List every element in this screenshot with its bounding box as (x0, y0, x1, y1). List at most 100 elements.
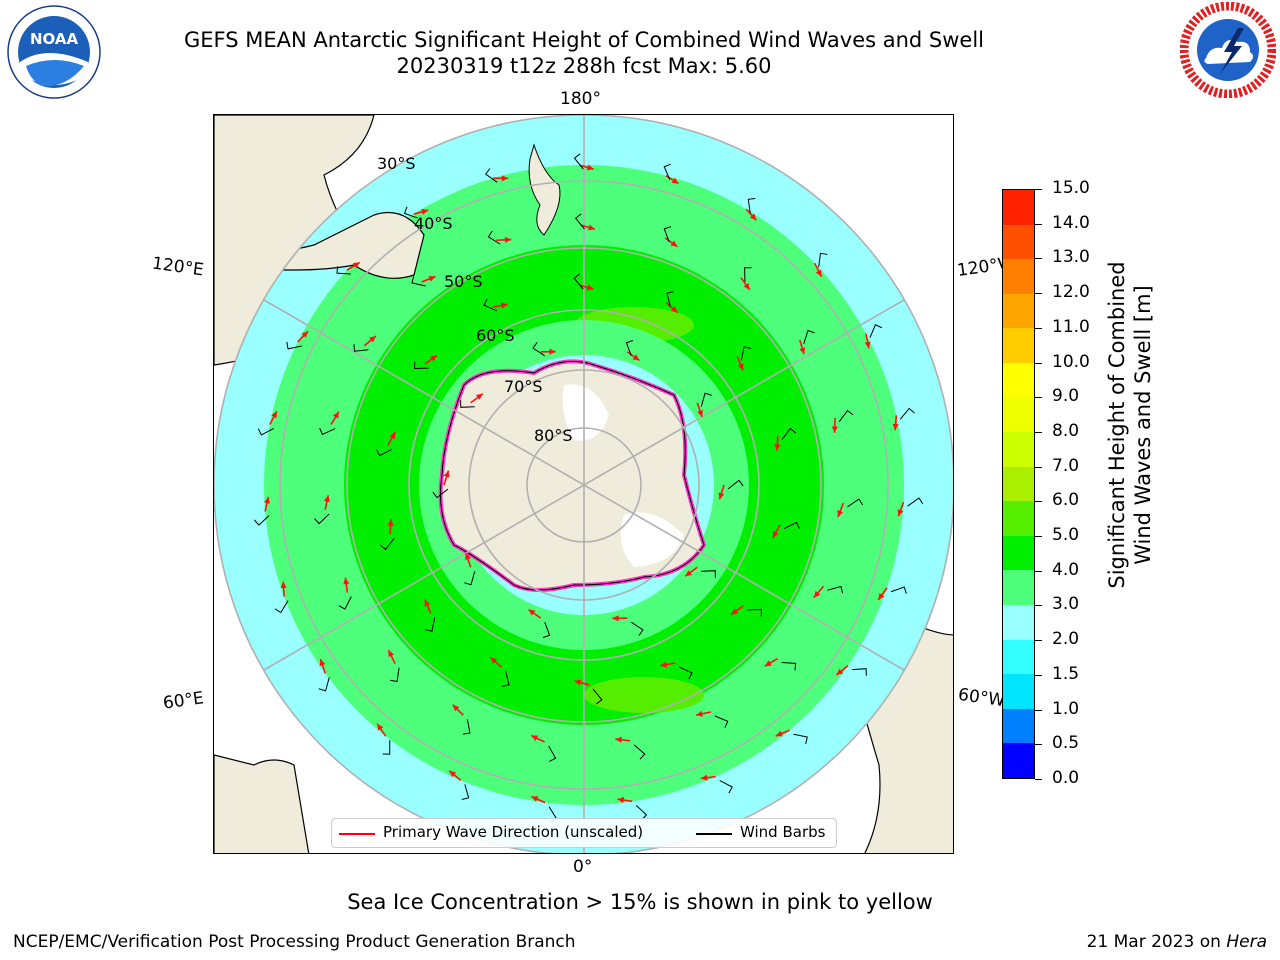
wave-arrow-head (774, 444, 781, 451)
wave-arrow-head (475, 393, 483, 400)
wind-barb (744, 267, 752, 282)
legend-swatch-wave-direction (339, 833, 375, 835)
colorbar-tick-label: 0.5 (1052, 733, 1080, 754)
wind-barb (257, 428, 275, 436)
wind-barb (783, 521, 800, 530)
colorbar-tick (1035, 362, 1042, 364)
wind-barb (727, 479, 744, 490)
wind-barb (483, 298, 498, 312)
colorbar-segment (1003, 362, 1034, 398)
wave-arrow-head (280, 581, 287, 589)
wind-barb (663, 226, 672, 243)
wind-barb (666, 291, 674, 307)
wind-barb (318, 677, 330, 692)
wave-arrow-head (772, 530, 779, 538)
colorbar-segment (1003, 501, 1034, 536)
colorbar-tick (1035, 431, 1042, 433)
wind-barb (827, 585, 844, 594)
wind-barb (663, 163, 671, 180)
wave-arrow-head (836, 668, 844, 676)
colorbar-title-line2: Wind Waves and Swell [m] (1131, 285, 1155, 565)
wave-arrow-head (737, 363, 744, 371)
wind-barb (286, 341, 302, 350)
footer-machine: Hera (1226, 932, 1267, 952)
wave-arrow-head (632, 354, 640, 361)
lon-label-0: 0° (573, 857, 593, 877)
wave-arrow-head (531, 735, 539, 741)
colorbar-tick (1035, 536, 1042, 538)
wave-arrow-head (749, 213, 757, 221)
wind-barb (484, 168, 498, 183)
colorbar-tick-label: 3.0 (1052, 594, 1080, 615)
wind-barb (793, 733, 808, 744)
colorbar-segment (1003, 743, 1034, 778)
colorbar-segment (1003, 535, 1034, 571)
colorbar-tick-label: 15.0 (1052, 178, 1090, 198)
colorbar-tick (1035, 327, 1042, 329)
wave-arrow-head (424, 599, 431, 607)
colorbar-segment (1003, 639, 1034, 675)
lat-label-80s: 80°S (534, 426, 573, 445)
wave-arrow-head (615, 736, 622, 743)
colorbar-segment (1003, 328, 1034, 363)
wave-arrow-head (377, 723, 384, 731)
wind-barb (403, 206, 418, 219)
colorbar-segment (1003, 432, 1034, 467)
footer-credit: NCEP/EMC/Verification Post Processing Pr… (13, 932, 576, 952)
wave-arrow-head (892, 423, 899, 431)
colorbar-segment (1003, 397, 1034, 433)
wind-barb (574, 213, 585, 230)
colorbar (1002, 189, 1035, 779)
wave-arrow-head (490, 657, 498, 664)
wave-arrow-head (799, 347, 806, 355)
wave-arrow-head (352, 262, 360, 269)
wave-arrow-head (319, 659, 326, 667)
wave-arrow-head (696, 710, 703, 717)
wave-arrow-head (660, 661, 668, 668)
wave-arrow-head (389, 432, 396, 440)
lat-label-40s: 40°S (414, 214, 453, 233)
lon-label-60w: 60°W (956, 684, 1007, 712)
wind-barb (890, 586, 907, 594)
wind-barb (714, 715, 729, 728)
lat-label-50s: 50°S (444, 272, 483, 291)
lon-label-180: 180° (560, 89, 601, 109)
wave-arrow-head (263, 496, 270, 504)
colorbar-title-line1: Significant Height of Combined (1105, 261, 1129, 589)
lat-label-30s: 30°S (377, 154, 416, 173)
wave-arrow-head (815, 269, 822, 277)
wave-arrow-head (617, 797, 625, 804)
wind-barb (678, 666, 693, 680)
wind-barb (700, 392, 712, 407)
colorbar-tick (1035, 779, 1042, 780)
wind-barb (336, 266, 351, 275)
wind-barb (460, 400, 475, 408)
wave-arrow-head (878, 592, 885, 600)
wind-barb (376, 448, 393, 457)
colorbar-segment (1003, 604, 1034, 640)
colorbar-tick (1035, 466, 1042, 468)
wave-arrow-head (671, 177, 679, 184)
wave-arrow-head (864, 341, 871, 349)
legend-label-wind-barbs: Wind Barbs (740, 823, 826, 841)
colorbar-tick (1035, 397, 1042, 399)
wind-barb (573, 153, 584, 170)
wind-barb (390, 667, 400, 683)
colorbar-tick-label: 9.0 (1052, 386, 1080, 407)
graticule (214, 115, 953, 853)
colorbar-segment (1003, 466, 1034, 502)
wind-barb (411, 275, 426, 287)
wave-arrow-head (271, 411, 277, 419)
legend-label-wave-direction: Primary Wave Direction (unscaled) (383, 823, 644, 841)
wave-arrow-head (612, 615, 619, 622)
wind-barb (630, 621, 644, 636)
colorbar-tick-label: 1.0 (1052, 698, 1080, 719)
nws-logo (1180, 2, 1276, 98)
wind-barb (464, 571, 476, 586)
wave-arrow-head (574, 679, 582, 686)
wind-barb (487, 230, 501, 245)
wind-barb (625, 340, 634, 357)
wave-arrow-head (700, 774, 708, 781)
wind-barb (379, 537, 395, 551)
wind-barb (701, 570, 716, 578)
